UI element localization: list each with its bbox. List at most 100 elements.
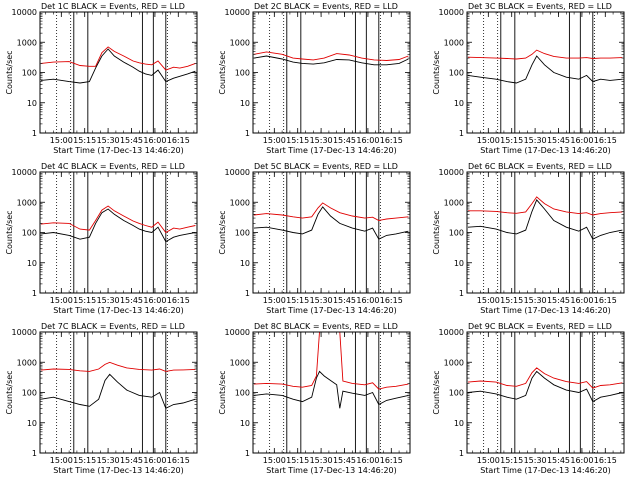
panel-title: Det 2C BLACK = Events, RED = LLD bbox=[254, 2, 398, 11]
x-tick-label: 15:30 bbox=[310, 296, 333, 305]
panel-title: Det 5C BLACK = Events, RED = LLD bbox=[254, 162, 398, 171]
x-tick-label: 15:30 bbox=[524, 296, 547, 305]
x-tick-label: 15:15 bbox=[286, 296, 309, 305]
x-tick-label: 15:30 bbox=[524, 136, 547, 145]
y-tick-label: 1 bbox=[459, 449, 464, 458]
x-tick-label: 15:00 bbox=[263, 296, 286, 305]
x-axis-label: Start Time (17-Dec-13 14:46:20) bbox=[480, 466, 611, 475]
panel-2: Det 2C BLACK = Events, RED = LLD 1 10 100 10… bbox=[218, 2, 411, 155]
series-events bbox=[40, 208, 196, 243]
y-tick-label: 1 bbox=[32, 449, 37, 458]
plot-area bbox=[253, 172, 409, 293]
x-tick-label: 15:45 bbox=[547, 136, 570, 145]
panel-title: Det 4C BLACK = Events, RED = LLD bbox=[41, 162, 185, 171]
panel-9: Det 9C BLACK = Events, RED = LLD 1 10 100 10… bbox=[432, 322, 625, 475]
y-axis-label: Counts/sec bbox=[5, 370, 14, 414]
y-tick-label: 10000 bbox=[439, 328, 464, 337]
y-tick-label: 1000 bbox=[17, 358, 37, 367]
y-tick-label: 10000 bbox=[439, 168, 464, 177]
x-tick-label: 15:15 bbox=[500, 296, 523, 305]
y-axis-label: Counts/sec bbox=[432, 50, 441, 94]
x-tick-label: 16:15 bbox=[167, 456, 190, 465]
series-lld bbox=[40, 46, 196, 71]
x-tick-label: 16:15 bbox=[380, 136, 403, 145]
x-tick-label: 15:00 bbox=[50, 296, 73, 305]
x-tick-label: 15:45 bbox=[333, 296, 356, 305]
plot-frame bbox=[466, 11, 625, 134]
x-axis-label: Start Time (17-Dec-13 14:46:20) bbox=[266, 306, 397, 315]
plot-frame bbox=[252, 11, 411, 134]
x-tick-label: 15:30 bbox=[97, 136, 120, 145]
x-tick-label: 15:15 bbox=[73, 296, 96, 305]
y-tick-label: 100 bbox=[22, 229, 37, 238]
y-tick-label: 1 bbox=[245, 129, 250, 138]
series-lld bbox=[467, 49, 623, 60]
x-tick-label: 15:30 bbox=[310, 456, 333, 465]
x-tick-label: 15:45 bbox=[547, 296, 570, 305]
y-tick-label: 1000 bbox=[444, 198, 464, 207]
x-tick-label: 16:15 bbox=[167, 136, 190, 145]
panel-title: Det 7C BLACK = Events, RED = LLD bbox=[41, 322, 185, 331]
panel-title: Det 8C BLACK = Events, RED = LLD bbox=[254, 322, 398, 331]
plot-frame bbox=[252, 171, 411, 294]
series-lld bbox=[253, 332, 409, 390]
x-tick-label: 16:00 bbox=[356, 456, 379, 465]
y-tick-label: 10 bbox=[454, 99, 464, 108]
x-tick-label: 15:15 bbox=[73, 456, 96, 465]
x-tick-label: 15:30 bbox=[524, 456, 547, 465]
plot-area bbox=[467, 12, 623, 133]
y-tick-label: 100 bbox=[235, 389, 250, 398]
y-tick-label: 10 bbox=[27, 419, 37, 428]
panel-7: Det 7C BLACK = Events, RED = LLD 1 10 100 10… bbox=[5, 322, 198, 475]
y-tick-label: 100 bbox=[449, 389, 464, 398]
series-events bbox=[253, 370, 409, 409]
x-tick-label: 15:00 bbox=[477, 296, 500, 305]
plot-area bbox=[467, 172, 623, 293]
x-axis-label: Start Time (17-Dec-13 14:46:20) bbox=[53, 306, 184, 315]
y-tick-label: 10000 bbox=[439, 8, 464, 17]
y-tick-label: 1000 bbox=[230, 358, 250, 367]
y-tick-label: 10000 bbox=[225, 328, 250, 337]
y-tick-label: 10000 bbox=[225, 8, 250, 17]
x-tick-label: 15:15 bbox=[500, 136, 523, 145]
x-tick-label: 15:00 bbox=[477, 136, 500, 145]
x-tick-label: 16:15 bbox=[594, 296, 617, 305]
x-tick-label: 15:45 bbox=[120, 456, 143, 465]
x-axis-label: Start Time (17-Dec-13 14:46:20) bbox=[53, 146, 184, 155]
y-tick-label: 100 bbox=[22, 389, 37, 398]
x-tick-label: 15:45 bbox=[120, 296, 143, 305]
plot-frame bbox=[252, 331, 411, 454]
x-axis-label: Start Time (17-Dec-13 14:46:20) bbox=[480, 146, 611, 155]
x-axis-label: Start Time (17-Dec-13 14:46:20) bbox=[266, 466, 397, 475]
y-tick-label: 100 bbox=[449, 229, 464, 238]
x-tick-label: 15:30 bbox=[310, 136, 333, 145]
plot-frame bbox=[39, 331, 198, 454]
series-lld bbox=[468, 196, 623, 216]
series-events bbox=[467, 370, 623, 403]
panel-3: Det 3C BLACK = Events, RED = LLD 1 10 100 10… bbox=[432, 2, 625, 155]
x-tick-label: 16:00 bbox=[143, 456, 166, 465]
y-tick-label: 1000 bbox=[230, 198, 250, 207]
x-tick-label: 15:00 bbox=[50, 456, 73, 465]
x-tick-label: 16:15 bbox=[594, 456, 617, 465]
x-tick-label: 15:30 bbox=[97, 456, 120, 465]
x-tick-label: 15:15 bbox=[286, 136, 309, 145]
x-tick-label: 16:15 bbox=[594, 136, 617, 145]
x-tick-label: 16:15 bbox=[167, 296, 190, 305]
x-tick-label: 16:00 bbox=[143, 296, 166, 305]
series-events bbox=[253, 55, 409, 66]
panel-8: Det 8C BLACK = Events, RED = LLD 1 10 100 10… bbox=[218, 322, 411, 475]
y-tick-label: 1 bbox=[459, 289, 464, 298]
x-tick-label: 15:30 bbox=[97, 296, 120, 305]
x-tick-label: 15:15 bbox=[73, 136, 96, 145]
x-tick-label: 16:00 bbox=[570, 136, 593, 145]
plot-area bbox=[40, 172, 196, 293]
y-tick-label: 1000 bbox=[17, 38, 37, 47]
x-tick-label: 16:00 bbox=[356, 296, 379, 305]
x-tick-label: 15:00 bbox=[263, 136, 286, 145]
y-tick-label: 10 bbox=[454, 419, 464, 428]
plot-frame bbox=[466, 171, 625, 294]
y-tick-label: 10 bbox=[240, 99, 250, 108]
series-lld bbox=[40, 361, 196, 372]
y-tick-label: 10000 bbox=[12, 168, 37, 177]
